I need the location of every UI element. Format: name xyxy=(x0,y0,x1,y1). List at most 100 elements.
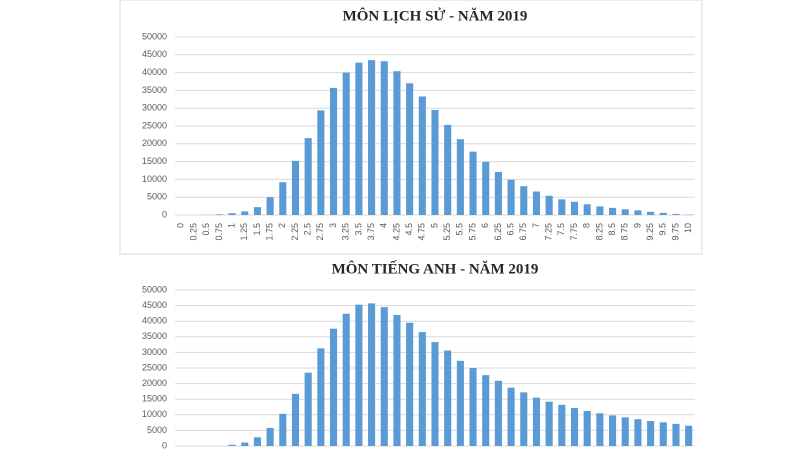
bar xyxy=(228,213,236,215)
bar xyxy=(444,350,452,446)
y-tick-label: 0 xyxy=(162,209,167,219)
y-tick-label: 35000 xyxy=(142,331,167,341)
bar xyxy=(393,314,401,446)
bar xyxy=(647,211,655,215)
bar xyxy=(494,171,502,215)
y-tick-label: 30000 xyxy=(142,103,167,113)
x-tick-label: 7.25 xyxy=(544,223,554,241)
bar xyxy=(253,437,261,446)
y-tick-label: 20000 xyxy=(142,138,167,148)
bar xyxy=(507,387,515,446)
y-tick-label: 25000 xyxy=(142,120,167,130)
bar xyxy=(520,186,528,215)
bar xyxy=(228,444,236,446)
y-tick-label: 45000 xyxy=(142,300,167,310)
x-tick-label: 3.75 xyxy=(366,223,376,241)
bar xyxy=(558,404,566,446)
y-tick-label: 5000 xyxy=(147,425,167,435)
x-tick-label: 6.5 xyxy=(505,223,515,236)
bar xyxy=(291,393,300,446)
x-tick-label: 2 xyxy=(277,223,287,228)
y-tick-label: 50000 xyxy=(142,284,167,294)
bar xyxy=(241,442,249,446)
bar xyxy=(241,211,249,215)
bar xyxy=(532,191,541,215)
y-tick-label: 10000 xyxy=(142,174,167,184)
bar xyxy=(621,209,629,215)
x-tick-label: 8.75 xyxy=(620,223,630,241)
bar xyxy=(444,124,452,215)
x-tick-label: 3.25 xyxy=(341,223,351,241)
y-tick-label: 30000 xyxy=(142,347,167,357)
bar xyxy=(291,160,300,215)
bar xyxy=(469,151,477,215)
bar xyxy=(317,110,325,215)
x-tick-label: 1.75 xyxy=(264,223,274,241)
bar xyxy=(431,109,439,215)
x-tick-label: 5.5 xyxy=(455,223,465,236)
x-tick-label: 6.25 xyxy=(493,223,503,241)
bar xyxy=(672,423,680,446)
bar xyxy=(266,427,274,446)
bar xyxy=(482,375,490,446)
bar xyxy=(621,417,629,446)
bar xyxy=(583,411,591,446)
x-tick-label: 8.5 xyxy=(607,223,617,236)
chart-title: MÔN TIẾNG ANH - NĂM 2019 xyxy=(332,260,539,277)
bar xyxy=(570,407,579,446)
bar xyxy=(456,360,464,446)
y-tick-label: 10000 xyxy=(142,409,167,419)
bar xyxy=(253,207,261,215)
x-tick-label: 3.5 xyxy=(353,223,363,236)
bar xyxy=(406,322,414,446)
bar xyxy=(418,96,426,215)
x-tick-label: 2.5 xyxy=(303,223,313,236)
bar xyxy=(304,138,312,215)
bar xyxy=(368,303,376,446)
x-tick-label: 9.25 xyxy=(645,223,655,241)
x-tick-label: 0.75 xyxy=(214,223,224,241)
bar xyxy=(469,368,477,446)
y-tick-label: 20000 xyxy=(142,378,167,388)
bar xyxy=(647,421,655,446)
bar xyxy=(317,348,325,446)
x-tick-label: 9 xyxy=(632,223,642,228)
y-tick-label: 45000 xyxy=(142,49,167,59)
x-tick-label: 5.25 xyxy=(442,223,452,241)
y-tick-label: 0 xyxy=(162,440,167,450)
x-tick-label: 5.75 xyxy=(467,223,477,241)
bar xyxy=(507,179,515,215)
x-tick-label: 1.5 xyxy=(252,223,262,236)
chart-title: MÔN LỊCH SỬ - NĂM 2019 xyxy=(343,7,528,24)
bar xyxy=(456,139,464,215)
bar xyxy=(342,72,350,215)
x-tick-label: 7 xyxy=(531,223,541,228)
bar xyxy=(380,61,388,215)
bar xyxy=(532,397,541,446)
x-tick-label: 0.5 xyxy=(201,223,211,236)
bar xyxy=(494,380,502,446)
x-tick-label: 9.75 xyxy=(670,223,680,241)
y-tick-label: 40000 xyxy=(142,316,167,326)
x-tick-label: 1.25 xyxy=(239,223,249,241)
x-tick-label: 2.25 xyxy=(290,223,300,241)
x-tick-label: 3 xyxy=(328,223,338,228)
x-tick-label: 6.75 xyxy=(518,223,528,241)
bar xyxy=(685,425,693,446)
x-tick-label: 5 xyxy=(429,223,439,228)
bar xyxy=(279,182,287,215)
y-tick-label: 50000 xyxy=(142,31,167,41)
bar xyxy=(545,195,553,215)
bar xyxy=(609,415,617,446)
x-tick-label: 0 xyxy=(176,223,186,228)
bar xyxy=(596,413,604,446)
bar xyxy=(355,304,363,446)
y-tick-label: 35000 xyxy=(142,85,167,95)
bar xyxy=(634,419,642,446)
bar xyxy=(659,422,667,446)
y-tick-label: 15000 xyxy=(142,394,167,404)
bar xyxy=(304,372,312,446)
bar xyxy=(634,210,642,215)
chart-border xyxy=(119,0,703,255)
